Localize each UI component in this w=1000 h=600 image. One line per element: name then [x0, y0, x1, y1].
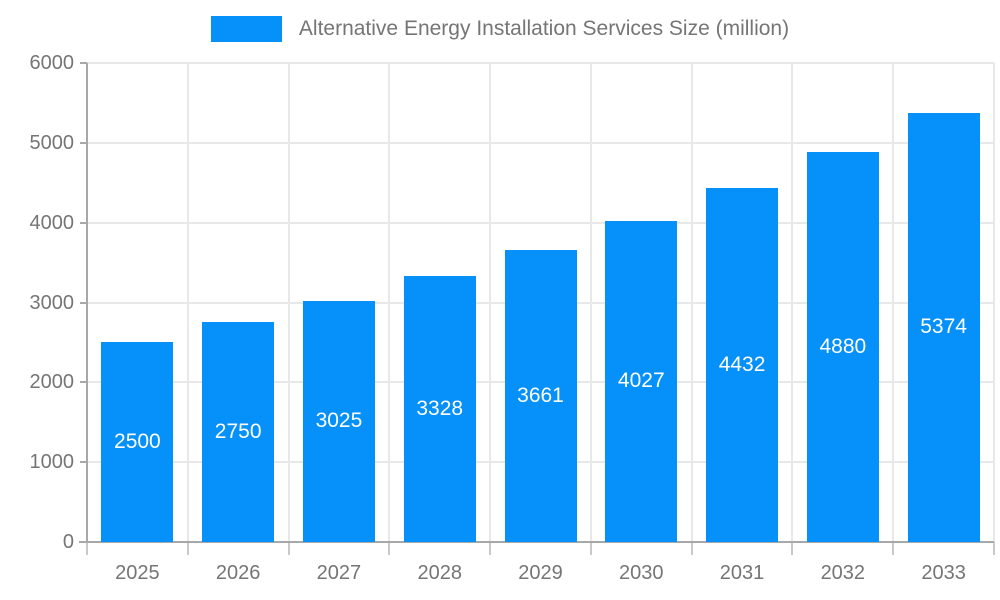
bar-value-label: 5374 [920, 315, 967, 339]
y-axis-tick [80, 461, 87, 464]
v-gridline [589, 63, 592, 542]
x-axis-tick [791, 542, 794, 555]
bar-value-label: 3328 [416, 397, 464, 421]
y-axis-tick [80, 221, 87, 224]
x-axis-tick [589, 542, 592, 555]
bar-2026[interactable]: 2750 [202, 322, 275, 542]
x-axis-label: 2030 [619, 562, 664, 584]
h-gridline [87, 221, 994, 224]
v-gridline [791, 63, 794, 542]
bar-2032[interactable]: 4880 [806, 152, 879, 542]
x-axis-tick [388, 542, 391, 555]
bar-value-label: 3661 [517, 383, 564, 407]
v-gridline [993, 63, 995, 542]
x-axis-label: 2033 [921, 562, 966, 584]
x-axis-label: 2032 [820, 562, 866, 584]
x-axis-label: 2028 [417, 562, 462, 584]
v-gridline [388, 63, 391, 542]
y-axis-tick [80, 141, 87, 144]
x-axis-tick [287, 542, 290, 555]
y-axis-label: 4000 [29, 211, 75, 234]
x-axis-label: 2031 [719, 562, 765, 584]
y-axis-label: 3000 [29, 291, 75, 314]
bar-2027[interactable]: 3025 [302, 300, 375, 542]
v-gridline [690, 63, 693, 542]
x-axis-tick [186, 542, 189, 555]
y-axis-label: 5000 [29, 131, 75, 154]
bar-2028[interactable]: 3328 [403, 276, 476, 542]
v-gridline [287, 63, 290, 542]
x-axis-tick [690, 542, 693, 555]
x-axis-tick [993, 542, 995, 555]
bar-value-label: 4432 [718, 353, 766, 377]
v-gridline [186, 63, 189, 542]
y-axis-label: 0 [62, 531, 74, 553]
y-axis-label: 1000 [29, 451, 75, 474]
bar-value-label: 4027 [617, 369, 665, 393]
legend-series-label: Alternative Energy Installation Services… [298, 17, 790, 40]
x-axis-label: 2025 [115, 562, 160, 584]
y-axis-tick [80, 381, 87, 384]
legend-marker-swatch [210, 16, 282, 42]
x-axis-tick [892, 542, 895, 555]
x-axis-label: 2026 [215, 562, 261, 584]
x-axis-tick [86, 542, 88, 555]
bar-2025[interactable]: 2500 [101, 342, 174, 542]
y-axis-label: 6000 [29, 52, 75, 74]
bar-2029[interactable]: 3661 [504, 249, 577, 542]
x-axis-label: 2027 [316, 562, 362, 584]
y-axis-line [86, 63, 88, 542]
bar-value-label: 3025 [315, 409, 363, 433]
bar-2031[interactable]: 4432 [706, 188, 779, 542]
bar-2030[interactable]: 4027 [605, 220, 678, 542]
v-gridline [892, 63, 895, 542]
y-axis-tick [80, 62, 87, 64]
x-axis-label: 2029 [518, 562, 563, 584]
h-gridline [87, 141, 994, 144]
h-gridline [87, 62, 994, 64]
bar-2033[interactable]: 5374 [907, 112, 980, 542]
x-axis-line [79, 541, 994, 543]
bar-value-label: 2500 [114, 430, 161, 454]
y-axis-tick [80, 301, 87, 304]
x-axis-tick [489, 542, 492, 555]
v-gridline [489, 63, 492, 542]
y-axis-label: 2000 [29, 371, 75, 394]
chart-legend[interactable]: Alternative Energy Installation Services… [0, 16, 1000, 42]
bar-value-label: 2750 [214, 420, 262, 444]
bar-value-label: 4880 [819, 335, 867, 359]
